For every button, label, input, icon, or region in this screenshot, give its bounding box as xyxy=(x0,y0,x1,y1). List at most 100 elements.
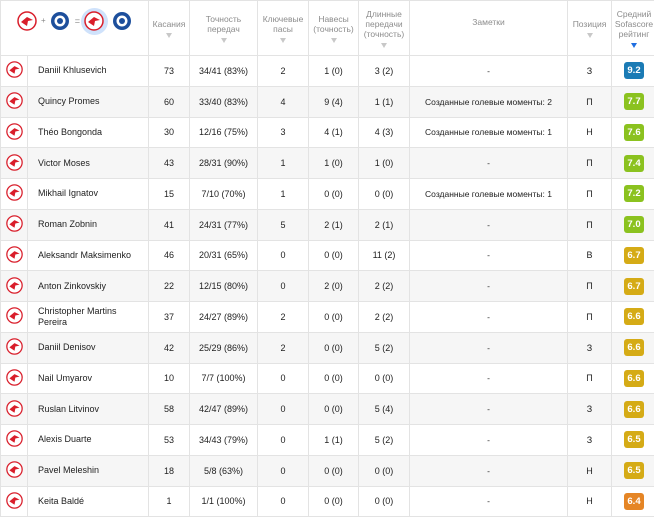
notes-cell: - xyxy=(409,454,568,487)
crosses-cell: 1 (1) xyxy=(308,424,359,456)
rating-badge: 6.6 xyxy=(624,369,644,387)
table-row[interactable]: Keita Baldé 1 1/1 (100%) 0 0 (0) 0 (0) - Н 6.4 xyxy=(0,485,654,518)
pass-accuracy-cell: 1/1 (100%) xyxy=(189,485,258,518)
crosses-cell: 9 (4) xyxy=(308,85,359,118)
position-cell: Н xyxy=(567,454,612,487)
table-row[interactable]: Victor Moses 43 28/31 (90%) 1 1 (0) 1 (0) - П 7.… xyxy=(0,147,654,179)
long-balls-cell: 4 (3) xyxy=(358,116,410,149)
touches-cell: 43 xyxy=(148,147,190,179)
key-passes-cell: 0 xyxy=(257,485,309,518)
table-row[interactable]: Nail Umyarov 10 7/7 (100%) 0 0 (0) 0 (0) - П 6.6 xyxy=(0,362,654,395)
notes-cell: - xyxy=(409,55,568,87)
team-logo-cell xyxy=(0,393,28,425)
touches-cell: 22 xyxy=(148,270,190,302)
player-name[interactable]: Théo Bongonda xyxy=(27,116,149,149)
rating-badge: 6.4 xyxy=(624,492,644,510)
column-header-long-balls[interactable]: Длинные передачи (точность) xyxy=(358,0,410,56)
notes-cell: Созданные голевые моменты: 1 xyxy=(409,116,568,149)
spartak-logo-icon xyxy=(5,276,23,296)
opponent-logo-icon[interactable] xyxy=(47,8,74,35)
spartak-logo-icon xyxy=(5,246,23,265)
notes-cell: - xyxy=(409,362,568,395)
player-name[interactable]: Daniil Khlusevich xyxy=(27,55,149,87)
spartak-logo-icon xyxy=(5,430,23,449)
rating-badge: 6.7 xyxy=(624,246,644,264)
long-balls-cell: 0 (0) xyxy=(358,178,410,210)
player-name[interactable]: Nail Umyarov xyxy=(27,362,149,395)
player-name[interactable]: Anton Zinkovskiy xyxy=(27,270,149,302)
long-balls-cell: 1 (1) xyxy=(358,85,410,118)
rating-badge: 6.6 xyxy=(624,339,644,357)
table-row[interactable]: Daniil Khlusevich 73 34/41 (83%) 2 1 (0) 3 (2… xyxy=(0,55,654,87)
notes-cell: - xyxy=(409,270,568,302)
player-name[interactable]: Aleksandr Maksimenko xyxy=(27,239,149,272)
player-name[interactable]: Keita Baldé xyxy=(27,485,149,518)
crosses-cell: 0 (0) xyxy=(308,178,359,210)
position-cell: З xyxy=(567,424,612,456)
column-header-rating[interactable]: Средний Sofascore рейтинг xyxy=(611,0,654,56)
position-cell: П xyxy=(567,208,612,241)
table-row[interactable]: Roman Zobnin 41 24/31 (77%) 5 2 (1) 2 (1) - П 7.… xyxy=(0,208,654,241)
notes-cell: - xyxy=(409,485,568,518)
table-header-row: + = Касания Точность передач Ключевые па… xyxy=(0,0,654,56)
opponent-logo-icon[interactable] xyxy=(109,8,136,35)
pass-accuracy-cell: 24/27 (89%) xyxy=(189,301,258,333)
column-header-touches[interactable]: Касания xyxy=(148,0,190,56)
table-row[interactable]: Mikhail Ignatov 15 7/10 (70%) 1 0 (0) 0 (0) Со… xyxy=(0,178,654,210)
team-logo-cell xyxy=(0,362,28,395)
notes-cell: - xyxy=(409,424,568,456)
notes-cell: - xyxy=(409,239,568,272)
table-row[interactable]: Pavel Meleshin 18 5/8 (63%) 0 0 (0) 0 (0) - Н 6.… xyxy=(0,454,654,487)
key-passes-cell: 0 xyxy=(257,362,309,395)
table-row[interactable]: Théo Bongonda 30 12/16 (75%) 3 4 (1) 4 (3) Соз… xyxy=(0,116,654,149)
table-row[interactable]: Aleksandr Maksimenko 46 20/31 (65%) 0 0 (0) 1… xyxy=(0,239,654,272)
pass-accuracy-cell: 34/43 (79%) xyxy=(189,424,258,456)
pass-accuracy-cell: 5/8 (63%) xyxy=(189,454,258,487)
sort-arrow-icon xyxy=(280,37,286,43)
column-header-label: Касания xyxy=(152,18,186,29)
player-name[interactable]: Christopher Martins Pereira xyxy=(27,301,149,333)
touches-cell: 1 xyxy=(148,485,190,518)
rating-badge: 6.5 xyxy=(624,462,644,480)
table-row[interactable]: Daniil Denisov 42 25/29 (86%) 2 0 (0) 5 (2) - З… xyxy=(0,331,654,364)
rating-cell: 6.5 xyxy=(611,424,654,456)
table-row[interactable]: Quincy Promes 60 33/40 (83%) 4 9 (4) 1 (1) Соз… xyxy=(0,85,654,118)
table-row[interactable]: Christopher Martins Pereira 37 24/27 (89%)… xyxy=(0,301,654,333)
crosses-cell: 0 (0) xyxy=(308,239,359,272)
crosses-cell: 0 (0) xyxy=(308,301,359,333)
pass-accuracy-cell: 12/15 (80%) xyxy=(189,270,258,302)
column-header-key-passes[interactable]: Ключевые пасы xyxy=(257,0,309,56)
player-name[interactable]: Pavel Meleshin xyxy=(27,454,149,487)
notes-cell: - xyxy=(409,331,568,364)
player-name[interactable]: Mikhail Ignatov xyxy=(27,178,149,210)
table-row[interactable]: Ruslan Litvinov 58 42/47 (89%) 0 0 (0) 5 (4) -… xyxy=(0,393,654,425)
team-logo-cell xyxy=(0,208,28,241)
column-header-crosses[interactable]: Навесы (точность) xyxy=(308,0,359,56)
pass-accuracy-cell: 33/40 (83%) xyxy=(189,85,258,118)
player-stats-table: + = Касания Точность передач Ключевые па… xyxy=(0,0,654,518)
column-header-label: Средний Sofascore рейтинг xyxy=(614,8,654,39)
table-row[interactable]: Anton Zinkovskiy 22 12/15 (80%) 0 2 (0) 2 (2)… xyxy=(0,270,654,302)
player-name[interactable]: Quincy Promes xyxy=(27,85,149,118)
rating-cell: 9.2 xyxy=(611,55,654,87)
rating-cell: 6.7 xyxy=(611,270,654,302)
touches-cell: 10 xyxy=(148,362,190,395)
notes-cell: Созданные голевые моменты: 1 xyxy=(409,178,568,210)
player-name[interactable]: Roman Zobnin xyxy=(27,208,149,241)
team-logo-cell xyxy=(0,85,28,118)
notes-cell: Созданные голевые моменты: 2 xyxy=(409,85,568,118)
table-row[interactable]: Alexis Duarte 53 34/43 (79%) 0 1 (1) 5 (2) - З 6… xyxy=(0,424,654,456)
player-name[interactable]: Daniil Denisov xyxy=(27,331,149,364)
player-name[interactable]: Alexis Duarte xyxy=(27,424,149,456)
pass-accuracy-cell: 24/31 (77%) xyxy=(189,208,258,241)
key-passes-cell: 1 xyxy=(257,147,309,179)
spartak-logo-icon-selected[interactable] xyxy=(80,7,108,35)
column-header-position[interactable]: Позиция xyxy=(567,0,612,56)
spartak-logo-icon[interactable] xyxy=(13,8,40,35)
player-name[interactable]: Victor Moses xyxy=(27,147,149,179)
column-header-pass-accuracy[interactable]: Точность передач xyxy=(189,0,258,56)
player-name[interactable]: Ruslan Litvinov xyxy=(27,393,149,425)
spartak-logo-icon xyxy=(5,184,23,203)
position-cell: П xyxy=(567,147,612,179)
